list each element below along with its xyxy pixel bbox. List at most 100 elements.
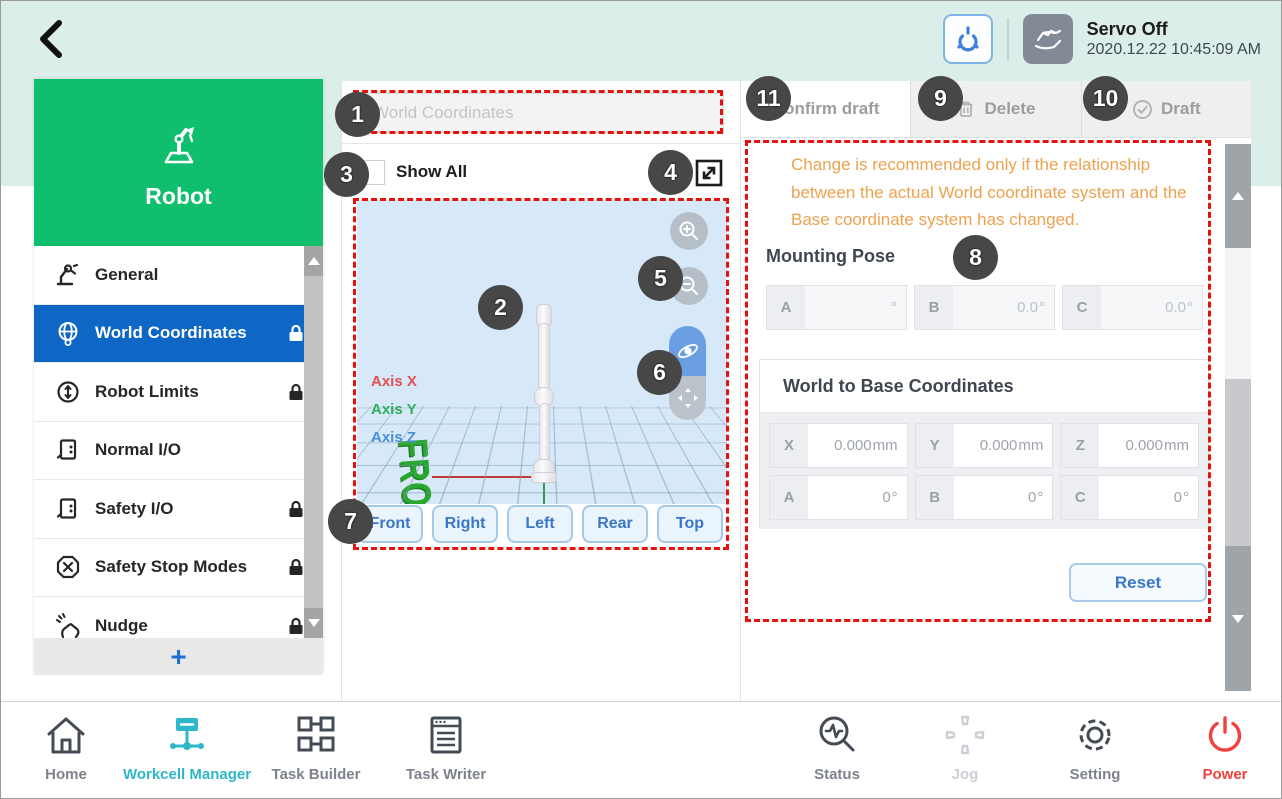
mounting-pose-a-field[interactable]: A ° bbox=[766, 285, 907, 330]
annotation-badge-3: 3 bbox=[324, 152, 369, 197]
nav-status[interactable]: Status bbox=[772, 710, 902, 783]
sidebar-item-general[interactable]: General bbox=[34, 246, 323, 305]
view-preset-buttons: Front Right Left Rear Top bbox=[357, 505, 727, 543]
task-writer-icon bbox=[430, 716, 462, 754]
sidebar-item-label: General bbox=[95, 264, 159, 284]
annotation-badge-7: 7 bbox=[328, 499, 373, 544]
axis-y-label: Axis Y bbox=[371, 401, 417, 418]
nav-workcell-manager[interactable]: Workcell Manager bbox=[122, 710, 252, 783]
sidebar-item-label: World Coordinates bbox=[95, 323, 247, 343]
annotation-badge-4: 4 bbox=[648, 150, 693, 195]
robot-arm-icon bbox=[56, 263, 79, 285]
stop-octagon-icon bbox=[56, 556, 80, 579]
wtb-a-field[interactable]: A 0 ° bbox=[769, 475, 908, 520]
world-to-base-title: World to Base Coordinates bbox=[783, 375, 1014, 396]
mounting-pose-title: Mounting Pose bbox=[766, 246, 895, 266]
gripper-tool-button[interactable] bbox=[942, 14, 993, 64]
wtb-c-field[interactable]: C 0 ° bbox=[1060, 475, 1199, 520]
sidebar-item-robot-limits[interactable]: Robot Limits bbox=[34, 363, 323, 422]
properties-panel: Confirm draft Delete Draft Change is rec… bbox=[741, 81, 1251, 701]
sidebar-item-label: Normal I/O bbox=[95, 440, 181, 460]
wtb-y-field[interactable]: Y 0.000 mm bbox=[914, 423, 1054, 468]
expand-icon bbox=[695, 159, 723, 187]
servo-hand-icon[interactable] bbox=[1022, 14, 1073, 64]
annotation-badge-10: 10 bbox=[1083, 76, 1128, 121]
limits-icon bbox=[57, 381, 79, 403]
nav-jog[interactable]: Jog bbox=[900, 710, 1030, 783]
show-all-row: Show All bbox=[342, 145, 740, 200]
workcell-sidebar: Robot General World Coord bbox=[34, 79, 323, 675]
front-floor-label: FRONT bbox=[390, 437, 443, 504]
world-to-base-card: World to Base Coordinates X 0.000 mm Y 0.… bbox=[759, 359, 1209, 529]
back-button[interactable] bbox=[29, 15, 77, 63]
sidebar-item-label: Robot Limits bbox=[95, 381, 199, 401]
workcell-manager-icon bbox=[170, 718, 204, 750]
mounting-pose-c-field[interactable]: C 0.0 ° bbox=[1062, 285, 1203, 330]
nav-home[interactable]: Home bbox=[1, 710, 131, 783]
trash-icon bbox=[959, 101, 973, 117]
sidebar-item-safety-io[interactable]: Safety I/O bbox=[34, 480, 323, 539]
axis-z-label: Axis Z bbox=[371, 429, 417, 446]
lock-icon bbox=[289, 559, 303, 576]
gripper-icon bbox=[957, 26, 979, 52]
scroll-up-icon[interactable] bbox=[1225, 144, 1251, 248]
nav-task-builder[interactable]: Task Builder bbox=[251, 710, 381, 783]
view-left-button[interactable]: Left bbox=[507, 505, 573, 543]
scroll-up-icon[interactable] bbox=[304, 246, 323, 276]
tab-delete[interactable]: Delete bbox=[910, 81, 1080, 137]
nav-setting[interactable]: Setting bbox=[1030, 710, 1160, 783]
name-row bbox=[342, 81, 740, 144]
robot-icon bbox=[164, 127, 194, 164]
sidebar-item-normal-io[interactable]: Normal I/O bbox=[34, 421, 323, 480]
sidebar-item-label: Safety I/O bbox=[95, 498, 174, 518]
panel-scrollbar[interactable] bbox=[1225, 144, 1251, 691]
change-warning-text: Change is recommended only if the relati… bbox=[791, 155, 1187, 230]
tab-label: Draft bbox=[1160, 99, 1201, 118]
sidebar-item-world-coordinates[interactable]: World Coordinates bbox=[34, 304, 323, 363]
lock-icon bbox=[289, 383, 303, 400]
coordinate-name-input[interactable] bbox=[360, 93, 724, 133]
orbit-rotate-icon bbox=[677, 344, 698, 358]
wtb-b-field[interactable]: B 0 ° bbox=[914, 475, 1054, 520]
home-icon bbox=[47, 717, 85, 754]
axis-x-line bbox=[432, 476, 544, 478]
back-chevron-icon bbox=[40, 20, 62, 58]
tab-label: Confirm draft bbox=[771, 99, 880, 118]
sidebar-item-nudge[interactable]: Nudge bbox=[34, 597, 323, 638]
expand-viewer-button[interactable] bbox=[693, 157, 725, 189]
lock-icon bbox=[289, 617, 303, 634]
zoom-in-button[interactable] bbox=[670, 212, 708, 250]
reset-button[interactable]: Reset bbox=[1069, 563, 1207, 602]
view-top-button[interactable]: Top bbox=[657, 505, 723, 543]
annotation-badge-2: 2 bbox=[478, 285, 523, 330]
pan-arrows-icon bbox=[677, 388, 698, 408]
sidebar-title: Robot bbox=[145, 183, 212, 209]
wtb-z-field[interactable]: Z 0.000 mm bbox=[1060, 423, 1199, 468]
sidebar-item-safety-stop-modes[interactable]: Safety Stop Modes bbox=[34, 538, 323, 597]
lock-icon bbox=[289, 500, 303, 517]
lock-icon bbox=[289, 325, 303, 342]
nav-power[interactable]: Power bbox=[1160, 710, 1281, 783]
view-right-button[interactable]: Right bbox=[432, 505, 498, 543]
scrollbar-thumb[interactable] bbox=[1225, 379, 1251, 546]
status-icon bbox=[819, 716, 855, 752]
scroll-down-icon[interactable] bbox=[1225, 546, 1251, 691]
globe-icon bbox=[58, 322, 78, 347]
mounting-pose-b-field[interactable]: B 0.0 ° bbox=[914, 285, 1055, 330]
annotation-badge-11: 11 bbox=[746, 76, 791, 121]
mounting-pose-fields: A ° B 0.0 ° C 0.0 ° bbox=[766, 285, 1226, 330]
task-builder-icon bbox=[297, 716, 335, 752]
robot-category-tile[interactable]: Robot bbox=[34, 79, 323, 246]
scroll-down-icon[interactable] bbox=[304, 608, 323, 638]
view-rear-button[interactable]: Rear bbox=[582, 505, 648, 543]
wtb-x-field[interactable]: X 0.000 mm bbox=[769, 423, 908, 468]
zoom-in-icon bbox=[679, 221, 698, 240]
jog-dpad-icon bbox=[945, 715, 985, 755]
tab-draft[interactable]: Draft bbox=[1080, 81, 1251, 137]
nav-task-writer[interactable]: Task Writer bbox=[381, 710, 511, 783]
sidebar-scrollbar[interactable] bbox=[304, 246, 323, 638]
add-workcell-button[interactable]: + bbox=[34, 638, 323, 675]
io-board-icon bbox=[56, 439, 77, 460]
timestamp: 2020.12.22 10:45:09 AM bbox=[1086, 41, 1261, 59]
